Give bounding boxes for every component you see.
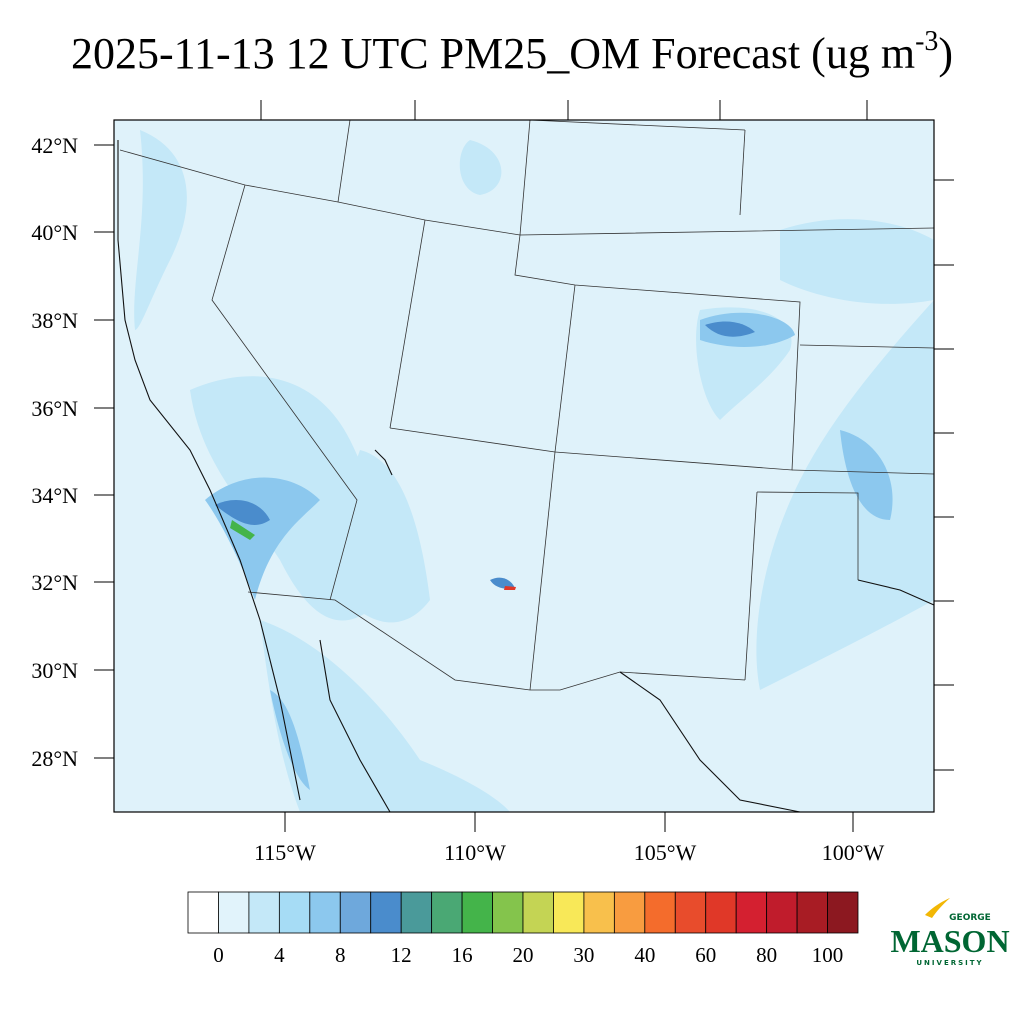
title-end: ): [938, 29, 953, 78]
colorbar-box: [278, 891, 311, 934]
colorbar-label: 40: [634, 943, 655, 967]
concentration-areas-peak: [215, 321, 755, 589]
lon-label: 110°W: [444, 840, 506, 865]
map: [113, 100, 954, 813]
colorbar-label: 20: [513, 943, 534, 967]
lat-label: 42°N: [31, 133, 78, 158]
logo-name: MASON: [890, 923, 1009, 959]
colorbar-box: [370, 891, 402, 934]
lon-label: 115°W: [254, 840, 316, 865]
lat-label: 28°N: [31, 746, 78, 771]
colorbar-box: [339, 891, 372, 934]
lat-label: 38°N: [31, 308, 78, 333]
colorbar-box: [431, 891, 463, 934]
colorbar-label: 12: [391, 943, 412, 967]
colorbar-label: 100: [812, 943, 844, 967]
lon-label: 100°W: [822, 840, 885, 865]
colorbar-label: 4: [274, 943, 285, 967]
colorbar-box: [400, 891, 433, 934]
colorbar-box: [735, 891, 768, 934]
colorbar-box: [218, 891, 250, 934]
colorbar-box: [553, 891, 585, 934]
colorbar-label: 0: [213, 943, 224, 967]
colorbar-box: [522, 891, 554, 934]
frame-ticks: [260, 100, 954, 771]
colorbar-label: 60: [695, 943, 716, 967]
colorbar-box: [644, 891, 676, 934]
logo-bottom: UNIVERSITY: [916, 959, 983, 967]
colorbar-label: 80: [756, 943, 777, 967]
lat-label: 32°N: [31, 570, 78, 595]
colorbar-label: 30: [573, 943, 594, 967]
peak-green: [230, 520, 255, 540]
lat-label: 34°N: [31, 483, 78, 508]
logo: GEORGE MASON UNIVERSITY: [890, 898, 1010, 967]
colorbar-label: 16: [452, 943, 473, 967]
lat-label: 36°N: [31, 396, 78, 421]
colorbar-box: [309, 891, 341, 934]
colorbar-box: [187, 891, 219, 934]
colorbar-box: [613, 891, 646, 934]
colorbar-box: [705, 891, 737, 934]
colorbar-box: [248, 891, 280, 934]
colorbar-box: [827, 891, 859, 934]
colorbar-box: [674, 891, 707, 934]
colorbar-box: [796, 891, 828, 934]
title: 2025-11-13 12 UTC PM25_OM Forecast (ug m…: [71, 26, 953, 78]
lon-label: 105°W: [634, 840, 697, 865]
logo-swoosh: [925, 898, 950, 918]
map-frame: [113, 119, 935, 813]
state-borders: [119, 119, 935, 691]
coastlines: [117, 140, 935, 813]
title-superscript: -3: [915, 26, 938, 57]
lat-label: 30°N: [31, 658, 78, 683]
title-text: 2025-11-13 12 UTC PM25_OM Forecast (ug m: [71, 29, 915, 78]
colorbar-box: [583, 891, 615, 934]
colorbar-box: [766, 891, 798, 934]
lat-label: 40°N: [31, 220, 78, 245]
colorbar-box: [461, 891, 493, 934]
colorbar-label: 8: [335, 943, 346, 967]
colorbar-box: [492, 891, 524, 934]
axes: 42°N 40°N 38°N 36°N 34°N 32°N 30°N 28°N 115°W 110…: [31, 133, 884, 865]
logo-top: GEORGE: [949, 913, 991, 923]
colorbar: 0 4 8 12 16 20 30 40 60 80 100: [187, 891, 859, 967]
peak-red: [504, 586, 516, 590]
